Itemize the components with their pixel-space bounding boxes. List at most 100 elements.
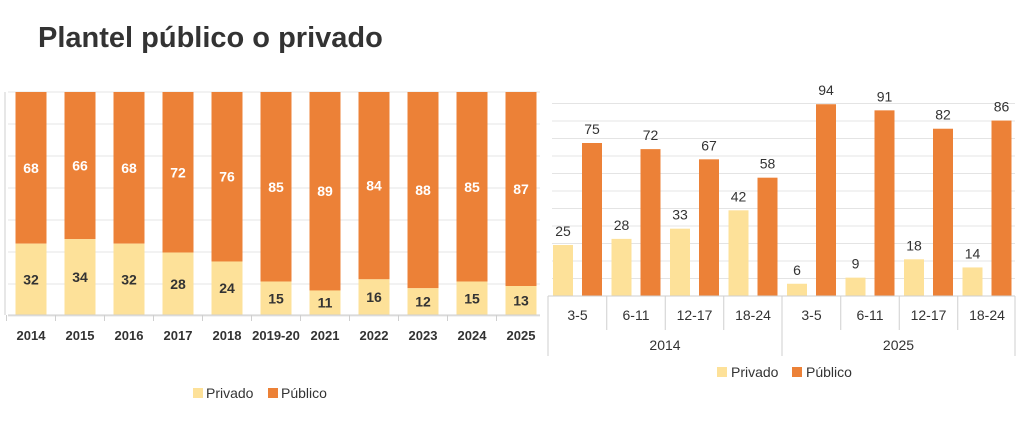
bar-privado	[505, 286, 537, 315]
legend-swatch-publico	[268, 388, 278, 398]
bar-privado	[211, 261, 243, 315]
x-tick-label: 2014	[17, 328, 47, 343]
data-label-privado: 28	[170, 276, 186, 292]
legend-label-privado: Privado	[206, 385, 254, 401]
x-tick-label: 3-5	[801, 307, 821, 323]
data-label-publico: 58	[760, 156, 776, 172]
bar-publico	[874, 110, 895, 296]
legend-swatch-publico	[792, 367, 802, 377]
data-label-privado: 32	[121, 271, 137, 287]
bar-publico	[113, 92, 145, 244]
data-label-publico: 75	[584, 121, 600, 137]
data-label-privado: 25	[555, 223, 571, 239]
x-tick-label: 2019-20	[252, 328, 300, 343]
data-label-privado: 6	[793, 262, 801, 278]
bar-privado	[162, 252, 194, 315]
legend-label-privado: Privado	[731, 364, 779, 380]
legend-swatch-privado	[193, 388, 203, 398]
x-tick-label: 2022	[360, 328, 389, 343]
data-label-privado: 16	[366, 289, 382, 305]
bar-privado	[407, 288, 439, 315]
x-tick-label: 2018	[213, 328, 242, 343]
data-label-publico: 72	[643, 127, 659, 143]
bar-publico	[456, 92, 488, 282]
x-tick-label: 2025	[507, 328, 536, 343]
data-label-publico: 72	[170, 164, 186, 180]
bar-privado	[113, 243, 145, 315]
data-label-publico: 66	[72, 158, 88, 174]
bar-publico	[407, 92, 439, 289]
bar-publico	[582, 143, 602, 296]
x-tick-label: 6-11	[623, 307, 650, 323]
bar-privado	[787, 283, 807, 296]
data-label-publico: 68	[23, 160, 39, 176]
data-label-publico: 91	[877, 88, 893, 104]
data-label-publico: 89	[317, 183, 333, 199]
bar-privado	[15, 243, 47, 315]
x-tick-label: 12-17	[677, 307, 713, 323]
data-label-privado: 34	[72, 269, 88, 285]
x-tick-label: 2017	[164, 328, 193, 343]
data-label-privado: 11	[318, 295, 333, 311]
bar-publico	[816, 104, 836, 297]
bar-publico	[505, 92, 537, 287]
stacked-bar-chart: 68 32 66 34 68 32 72 28 76 24 85 15 89 11 84 16 88 12 85 15…	[4, 91, 540, 401]
x-tick-label: 2016	[115, 328, 144, 343]
bar-privado	[962, 267, 983, 296]
bar-privado	[456, 281, 488, 315]
data-label-publico: 85	[268, 179, 284, 195]
page-title: Plantel público o privado	[38, 22, 383, 54]
data-label-publico: 82	[935, 107, 951, 123]
bar-publico	[15, 92, 47, 244]
data-label-publico: 86	[994, 99, 1010, 115]
group-label: 2025	[883, 337, 914, 353]
data-label-privado: 24	[219, 280, 235, 296]
bar-privado	[64, 239, 96, 315]
data-label-privado: 18	[906, 237, 922, 253]
group-label: 2014	[649, 337, 680, 353]
x-tick-label: 6-11	[857, 307, 884, 323]
x-tick-label: 2015	[66, 328, 95, 343]
legend-swatch-privado	[717, 367, 727, 377]
bar-publico	[640, 149, 661, 296]
data-label-privado: 15	[268, 290, 284, 306]
bar-privado	[309, 290, 341, 315]
data-label-privado: 13	[513, 293, 529, 309]
bar-privado	[358, 279, 390, 315]
bar-privado	[670, 228, 690, 296]
x-tick-label: 2024	[458, 328, 488, 343]
bar-privado	[845, 277, 866, 296]
data-label-publico: 84	[366, 178, 382, 194]
data-label-publico: 88	[415, 182, 431, 198]
data-label-privado: 14	[965, 245, 981, 261]
bar-privado	[260, 281, 292, 315]
data-label-publico: 67	[701, 137, 717, 153]
data-label-privado: 33	[672, 207, 688, 223]
bar-publico	[162, 92, 194, 253]
x-tick-label: 18-24	[735, 307, 771, 323]
bar-publico	[757, 177, 778, 296]
bar-publico	[211, 92, 243, 262]
bar-publico	[699, 159, 719, 296]
bar-privado	[728, 210, 749, 296]
bar-publico	[309, 92, 341, 291]
legend-label-publico: Público	[281, 385, 327, 401]
data-label-publico: 85	[464, 179, 480, 195]
x-tick-label: 3-5	[567, 307, 587, 323]
data-label-publico: 94	[818, 82, 834, 98]
legend-label-publico: Público	[806, 364, 852, 380]
x-tick-label: 18-24	[969, 307, 1005, 323]
x-tick-label: 12-17	[911, 307, 947, 323]
data-label-privado: 12	[415, 294, 431, 310]
bar-publico	[64, 92, 96, 240]
data-label-privado: 42	[731, 188, 747, 204]
data-label-privado: 9	[852, 256, 860, 272]
bar-publico	[260, 92, 292, 282]
data-label-publico: 68	[121, 160, 137, 176]
bar-publico	[991, 120, 1012, 296]
x-tick-label: 2021	[311, 328, 340, 343]
bar-privado	[904, 259, 924, 296]
data-label-privado: 15	[464, 290, 480, 306]
data-label-publico: 87	[513, 181, 529, 197]
